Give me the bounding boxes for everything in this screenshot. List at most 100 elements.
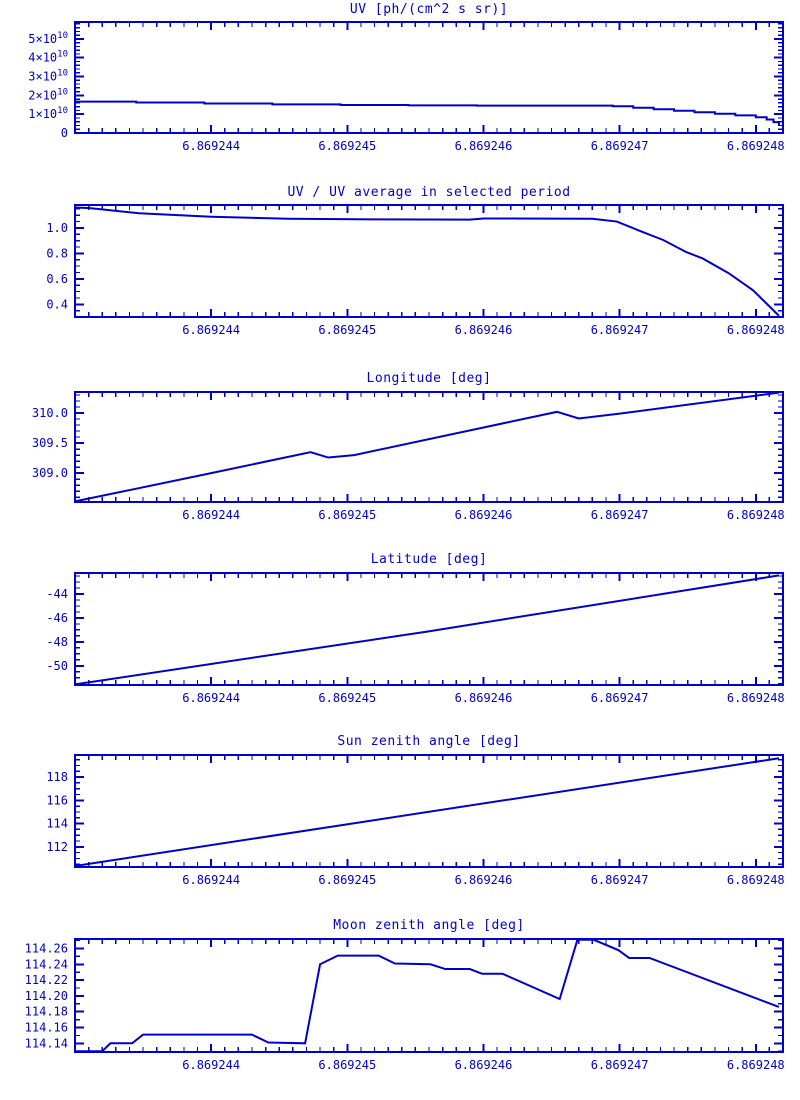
y-tick-label: 310.0: [32, 406, 68, 420]
x-tick-label: 6.869247: [591, 139, 649, 153]
y-tick-label: 114.16: [25, 1021, 68, 1035]
x-axis-ticks: [74, 574, 784, 684]
y-axis-ticks: [76, 939, 782, 1052]
y-axis-labels: 0 1×1010 2×1010 3×1010 4×1010 5×1010: [28, 31, 68, 140]
y-tick-label: -48: [46, 635, 68, 649]
x-tick-label: 6.869245: [318, 691, 376, 705]
x-tick-label: 6.869247: [591, 873, 649, 887]
plot-sun-zenith: 6.869244 6.869245 6.869246 6.869247 6.869248…: [46, 754, 785, 887]
series-line-sun-zenith: [74, 757, 780, 867]
plot-title-longitude: Longitude [deg]: [366, 371, 492, 386]
x-tick-label: 6.869248: [727, 1058, 785, 1072]
x-axis-ticks: [74, 23, 784, 132]
x-tick-label: 6.869247: [591, 323, 649, 337]
series-line-uv: [75, 100, 780, 126]
x-tick-label: 6.869246: [455, 873, 513, 887]
plot-title-uv: UV [ph/(cm^2 s sr)]: [349, 2, 509, 17]
plot-box: [74, 572, 784, 686]
y-tick-label: -44: [46, 587, 68, 601]
y-tick-label: 114.20: [25, 989, 68, 1003]
y-axis-ticks: [76, 23, 782, 134]
plot-box: [74, 204, 784, 318]
x-tick-label: 6.869244: [182, 873, 240, 887]
plot-longitude: 6.869244 6.869245 6.869246 6.869247 6.869248…: [32, 391, 785, 522]
x-tick-label: 6.869248: [727, 691, 785, 705]
x-tick-label: 6.869245: [318, 508, 376, 522]
plot-title-moon-zenith: Moon zenith angle [deg]: [333, 918, 525, 933]
x-tick-label: 6.869248: [727, 139, 785, 153]
plot-box: [74, 754, 784, 868]
y-axis-labels: 0.4 0.6 0.8 1.0: [46, 221, 68, 311]
series-line-latitude: [74, 574, 780, 686]
x-axis-labels: 6.869244 6.869245 6.869246 6.869247 6.869248: [182, 691, 784, 705]
plot-uv: 6.869244 6.869245 6.869246 6.869247 6.869248…: [28, 21, 785, 153]
plot-box: [74, 938, 784, 1053]
x-tick-label: 6.869245: [318, 1058, 376, 1072]
series-line-moon-zenith: [75, 938, 780, 1053]
y-tick-label: 4×1010: [28, 50, 68, 65]
plot-title-sun-zenith: Sun zenith angle [deg]: [337, 734, 521, 749]
x-tick-label: 6.869245: [318, 323, 376, 337]
y-tick-label: 114.22: [25, 973, 68, 987]
x-tick-label: 6.869246: [455, 1058, 513, 1072]
x-tick-label: 6.869244: [182, 139, 240, 153]
y-tick-label: 1×1010: [28, 106, 68, 121]
y-tick-label: 3×1010: [28, 69, 68, 84]
series-line-longitude: [74, 391, 780, 503]
y-tick-label: 1.0: [46, 221, 68, 235]
plot-title-latitude: Latitude [deg]: [370, 552, 488, 567]
x-axis-labels: 6.869244 6.869245 6.869246 6.869247 6.869248: [182, 508, 784, 522]
y-tick-label: 118: [46, 770, 68, 784]
y-axis-labels: 112 114 116 118: [46, 770, 68, 854]
y-tick-label: 0: [61, 126, 68, 140]
y-tick-label: 0.4: [46, 297, 68, 311]
y-tick-label: 5×1010: [28, 31, 68, 46]
y-tick-label: 309.0: [32, 466, 68, 480]
x-tick-label: 6.869248: [727, 873, 785, 887]
y-axis-ticks: [76, 208, 782, 318]
y-axis-labels: -50 -48 -46 -44: [46, 587, 68, 673]
x-tick-label: 6.869246: [455, 139, 513, 153]
y-tick-label: 114.26: [25, 941, 68, 955]
plot-moon-zenith: 6.869244 6.869245 6.869246 6.869247 6.869248…: [25, 938, 785, 1072]
y-axis-ticks: [76, 394, 782, 498]
x-tick-label: 6.869248: [727, 508, 785, 522]
x-tick-label: 6.869247: [591, 691, 649, 705]
y-tick-label: -50: [46, 659, 68, 673]
x-axis-ticks: [74, 393, 784, 501]
x-axis-ticks: [74, 206, 784, 316]
series-line-uv-ratio: [74, 206, 780, 317]
y-axis-ticks: [76, 575, 782, 685]
x-axis-ticks: [74, 756, 784, 866]
x-tick-label: 6.869246: [455, 691, 513, 705]
x-tick-label: 6.869246: [455, 323, 513, 337]
x-axis-labels: 6.869244 6.869245 6.869246 6.869247 6.869248: [182, 323, 784, 337]
y-tick-label: 114: [46, 817, 68, 831]
x-tick-label: 6.869245: [318, 139, 376, 153]
y-axis-labels: 309.0 309.5 310.0: [32, 406, 68, 480]
x-tick-label: 6.869244: [182, 1058, 240, 1072]
y-tick-label: 116: [46, 793, 68, 807]
x-tick-label: 6.869244: [182, 508, 240, 522]
plot-title-uv-ratio: UV / UV average in selected period: [287, 185, 571, 200]
y-axis-ticks: [76, 758, 782, 865]
y-tick-label: 2×1010: [28, 87, 68, 102]
x-tick-label: 6.869247: [591, 508, 649, 522]
x-axis-labels: 6.869244 6.869245 6.869246 6.869247 6.869248: [182, 139, 784, 153]
y-tick-label: 0.6: [46, 272, 68, 286]
y-tick-label: 309.5: [32, 436, 68, 450]
y-tick-label: 114.24: [25, 957, 68, 971]
y-tick-label: 112: [46, 840, 68, 854]
x-tick-label: 6.869248: [727, 323, 785, 337]
x-axis-labels: 6.869244 6.869245 6.869246 6.869247 6.869248: [182, 1058, 784, 1072]
plot-box: [74, 391, 784, 503]
x-tick-label: 6.869244: [182, 323, 240, 337]
x-tick-label: 6.869245: [318, 873, 376, 887]
y-tick-label: 114.14: [25, 1036, 68, 1050]
x-tick-label: 6.869246: [455, 508, 513, 522]
x-tick-label: 6.869244: [182, 691, 240, 705]
y-tick-label: 114.18: [25, 1005, 68, 1019]
